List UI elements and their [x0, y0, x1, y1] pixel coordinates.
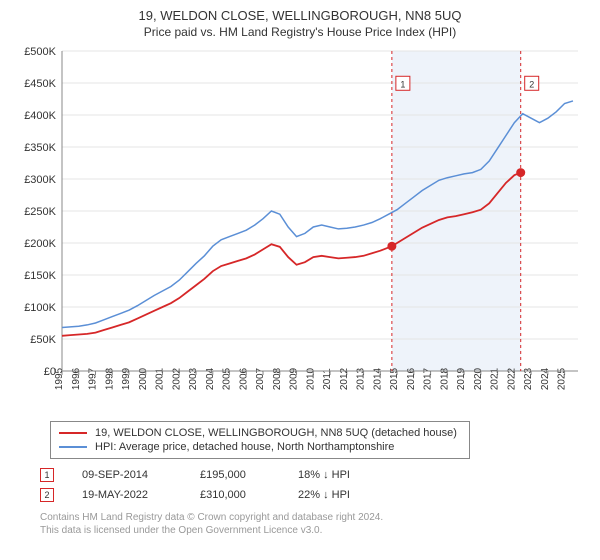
y-tick-label: £350K	[24, 142, 56, 154]
sale-label-2: 2	[529, 79, 534, 89]
chart-area: £0£50K£100K£150K£200K£250K£300K£350K£400…	[10, 45, 590, 415]
y-tick-label: £150K	[24, 270, 56, 282]
transaction-date: 09-SEP-2014	[82, 469, 172, 481]
footer-line-2: This data is licensed under the Open Gov…	[40, 524, 590, 537]
y-tick-label: £450K	[24, 78, 56, 90]
y-tick-label: £50K	[30, 334, 56, 346]
transaction-date: 19-MAY-2022	[82, 489, 172, 501]
footer-line-1: Contains HM Land Registry data © Crown c…	[40, 511, 590, 524]
legend-item: HPI: Average price, detached house, Nort…	[59, 440, 461, 454]
legend-swatch	[59, 432, 87, 434]
y-tick-label: £400K	[24, 110, 56, 122]
y-tick-label: £500K	[24, 46, 56, 58]
transaction-pct: 22% ↓ HPI	[298, 489, 388, 501]
legend-label: HPI: Average price, detached house, Nort…	[95, 441, 394, 453]
y-tick-label: £200K	[24, 238, 56, 250]
sale-point-2	[516, 168, 525, 177]
sale-point-1	[387, 242, 396, 251]
legend: 19, WELDON CLOSE, WELLINGBOROUGH, NN8 5U…	[50, 421, 470, 459]
y-tick-label: £250K	[24, 206, 56, 218]
y-tick-label: £100K	[24, 302, 56, 314]
chart-svg: £0£50K£100K£150K£200K£250K£300K£350K£400…	[10, 45, 590, 415]
chart-title: 19, WELDON CLOSE, WELLINGBOROUGH, NN8 5U…	[10, 8, 590, 23]
y-tick-label: £300K	[24, 174, 56, 186]
legend-swatch	[59, 446, 87, 448]
transaction-row: 2 19-MAY-2022 £310,000 22% ↓ HPI	[40, 485, 590, 505]
transaction-marker: 1	[40, 468, 54, 482]
chart-subtitle: Price paid vs. HM Land Registry's House …	[10, 25, 590, 39]
transaction-price: £310,000	[200, 489, 270, 501]
footer-attribution: Contains HM Land Registry data © Crown c…	[40, 511, 590, 537]
legend-label: 19, WELDON CLOSE, WELLINGBOROUGH, NN8 5U…	[95, 427, 457, 439]
transaction-marker: 2	[40, 488, 54, 502]
legend-item: 19, WELDON CLOSE, WELLINGBOROUGH, NN8 5U…	[59, 426, 461, 440]
sale-label-1: 1	[400, 79, 405, 89]
transactions-table: 1 09-SEP-2014 £195,000 18% ↓ HPI 2 19-MAY-202…	[40, 465, 590, 505]
transaction-price: £195,000	[200, 469, 270, 481]
transaction-row: 1 09-SEP-2014 £195,000 18% ↓ HPI	[40, 465, 590, 485]
transaction-pct: 18% ↓ HPI	[298, 469, 388, 481]
